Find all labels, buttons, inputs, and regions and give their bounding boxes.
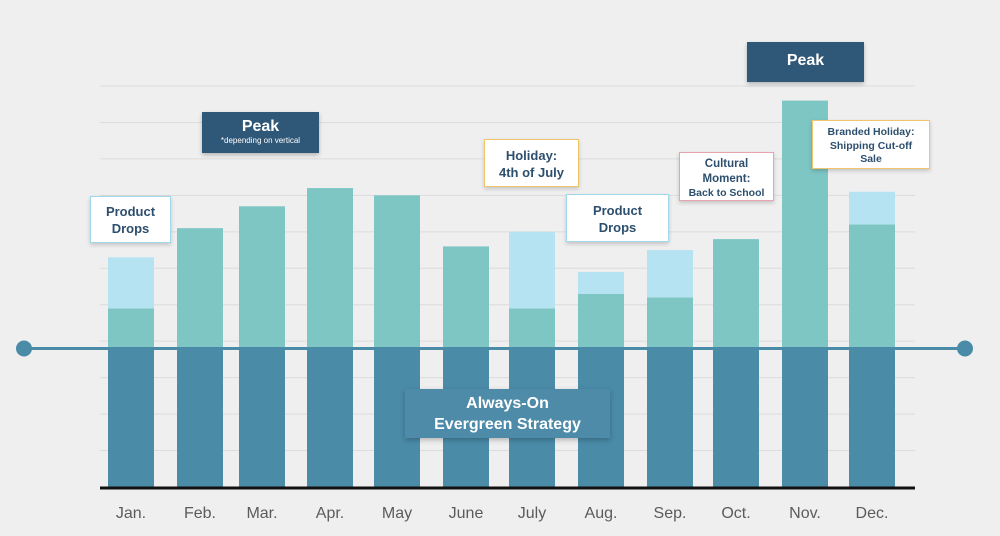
bar-segment [578, 293, 624, 349]
callout-line: Cultural [704, 158, 749, 170]
bar-segment [239, 206, 285, 349]
callout-line: Shipping Cut-off [829, 139, 913, 152]
x-tick-label: Nov. [789, 505, 821, 522]
peak-title: Peak [241, 118, 280, 135]
bar-segment [177, 348, 223, 487]
x-tick-label: Sep. [654, 505, 687, 522]
x-tick-label: Apr. [316, 505, 344, 522]
evergreen-line: Always-On [466, 395, 549, 412]
callout-line: Moment: [702, 172, 751, 185]
evergreen-line: Evergreen Strategy [434, 416, 581, 433]
callout-line: Product [592, 203, 643, 218]
x-tick-label: Jan. [116, 505, 146, 522]
bar-segment [177, 228, 223, 349]
callout-line: Drops [598, 219, 637, 235]
bar-segment [443, 246, 489, 349]
bar-segment [782, 348, 828, 487]
evergreen-strategy-label: Always-On Evergreen Strategy [405, 389, 610, 438]
bar-segment [307, 188, 353, 349]
bar-segment [849, 348, 895, 487]
bar-segment [647, 250, 693, 298]
x-tick-label: Mar. [246, 505, 277, 522]
callout-product-drops-aug: Product Drops [566, 194, 669, 242]
timeline-end-dot [957, 340, 973, 357]
x-tick-label: June [449, 505, 484, 522]
callout-line: Branded Holiday: [827, 126, 915, 138]
callout-product-drops-jan: Product Drops [90, 196, 171, 243]
bar-segment [374, 195, 420, 349]
bar-segment [713, 239, 759, 349]
x-tick-label: Aug. [585, 505, 618, 522]
callout-holiday-july: Holiday: 4th of July [484, 139, 579, 187]
timeline-start-dot [16, 340, 32, 357]
bar-segment [578, 271, 624, 294]
bar-segment [307, 348, 353, 487]
x-tick-label: Dec. [856, 505, 889, 522]
callout-line: Product [105, 204, 156, 219]
bar-segment [108, 348, 154, 487]
callout-branded-holiday: Branded Holiday: Shipping Cut-off Sale [812, 120, 930, 169]
peak-label-spring: Peak *depending on vertical [202, 112, 319, 153]
bar-segment [108, 257, 154, 309]
peak-title: Peak [786, 52, 825, 69]
callout-line: 4th of July [498, 164, 564, 180]
callout-line: Back to School [688, 186, 765, 199]
x-tick-label: May [382, 505, 412, 522]
callout-line: Holiday: [505, 148, 558, 163]
bar-segment [647, 348, 693, 487]
bar-segment [849, 191, 895, 225]
bar-segment [713, 348, 759, 487]
callout-line: Drops [111, 220, 150, 236]
bar-segment [849, 224, 895, 349]
bar-segment [509, 308, 555, 349]
callout-line: Sale [860, 153, 882, 166]
bar-segment [647, 297, 693, 349]
x-tick-label: July [518, 505, 546, 522]
peak-label-november: Peak [747, 42, 864, 82]
bar-segment [509, 231, 555, 309]
x-tick-label: Oct. [721, 505, 750, 522]
callout-cultural-moment: Cultural Moment: Back to School [679, 152, 774, 201]
bar-segment [108, 308, 154, 349]
peak-subtitle: *depending on vertical [220, 136, 301, 145]
x-tick-label: Feb. [184, 505, 216, 522]
bar-segment [239, 348, 285, 487]
